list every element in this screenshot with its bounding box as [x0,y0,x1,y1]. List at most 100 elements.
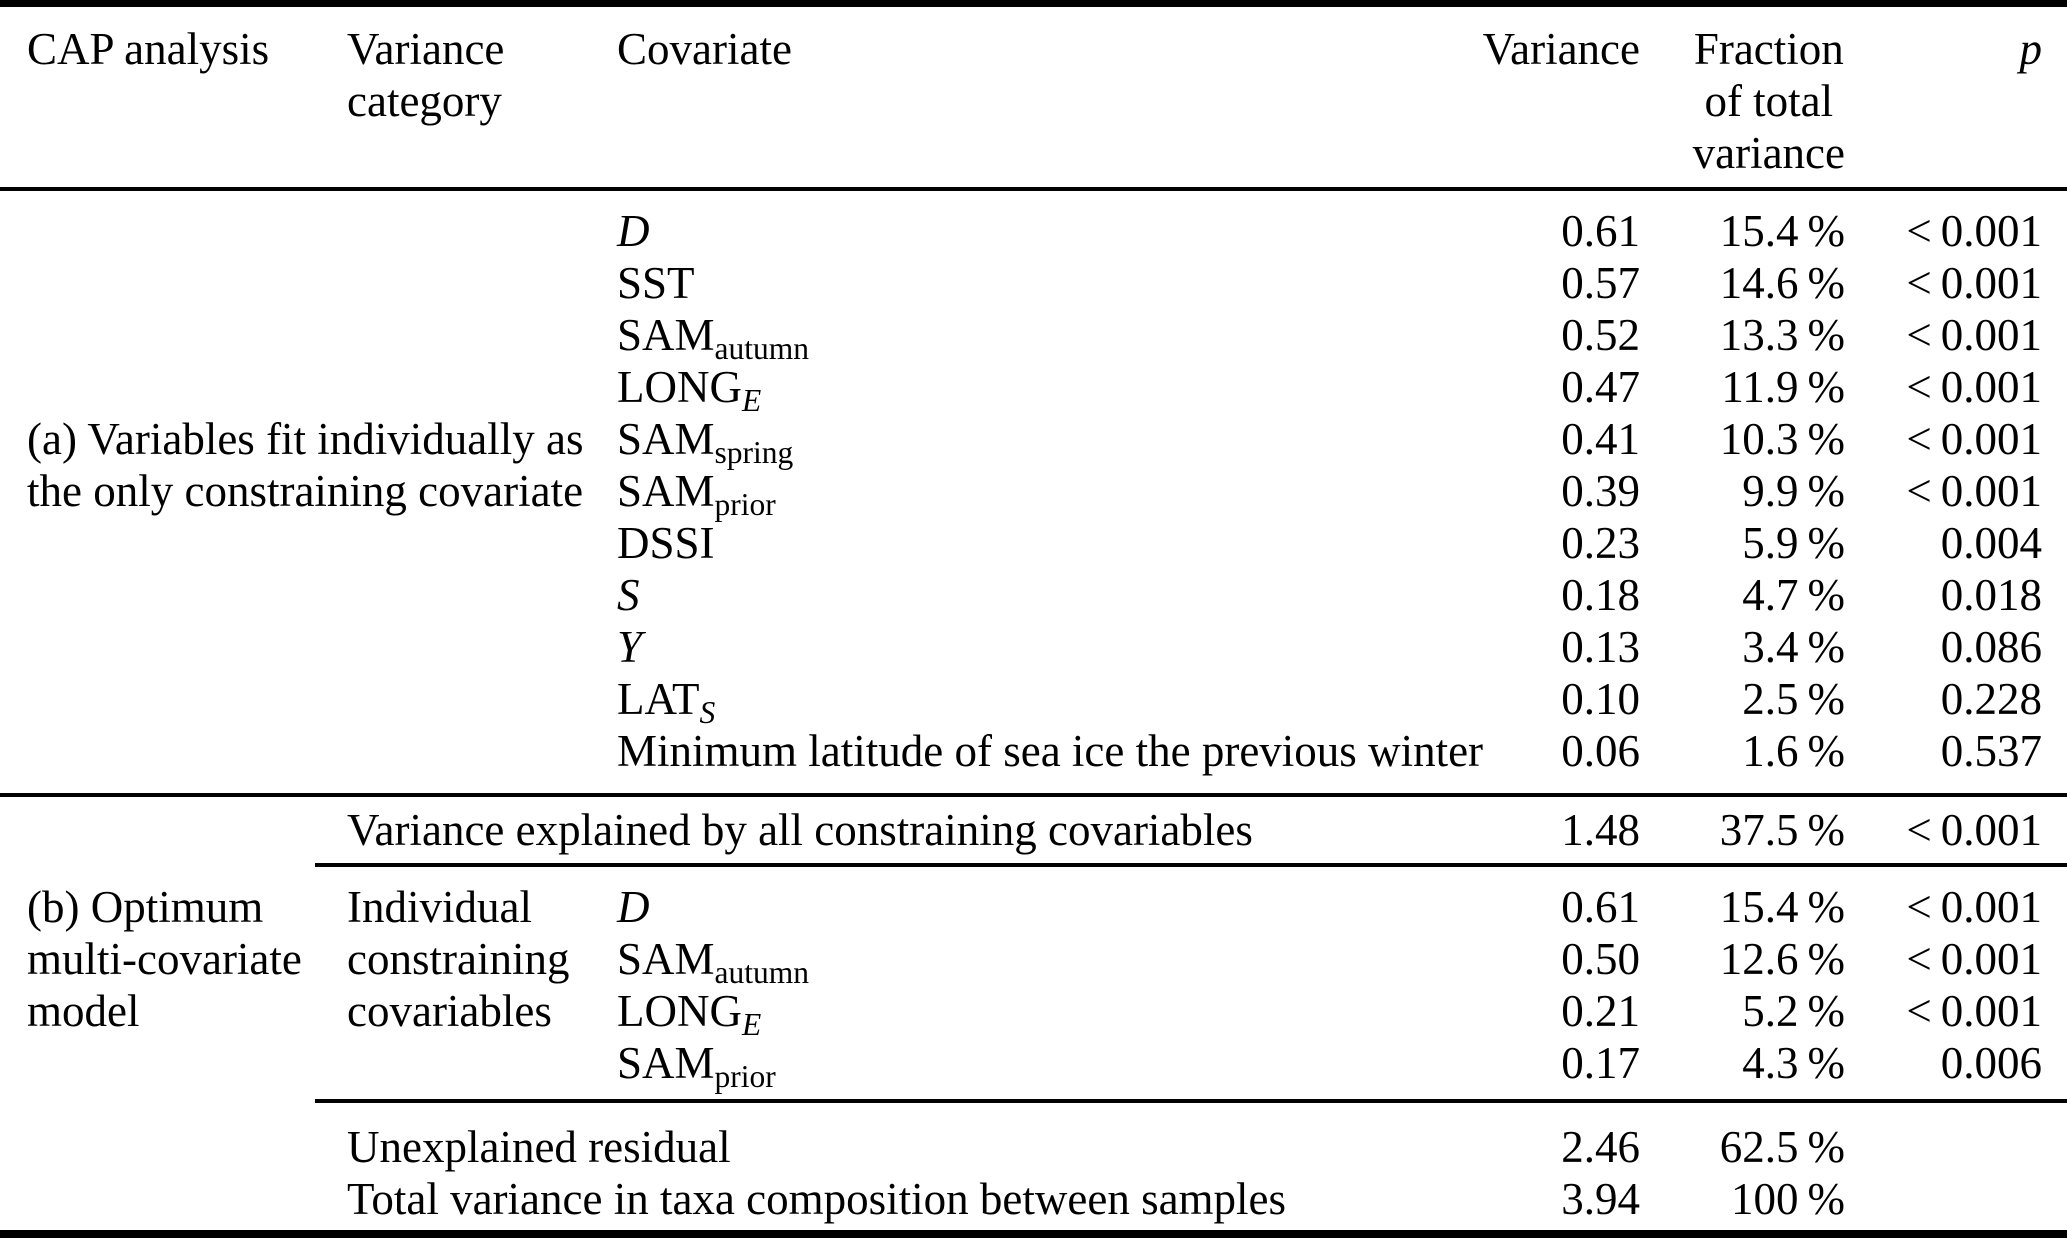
covariate-cell: S [617,569,1440,621]
covariate-subscript: spring [714,434,794,470]
table-top-rule [0,0,2067,7]
header-covariate: Covariate [617,24,792,74]
fraction-cell: 4.7 % [1742,570,1845,620]
variance-cell: 0.57 [1561,258,1640,308]
footer-rows: Unexplained residual 2.46 62.5 % Total vari… [0,1103,2067,1230]
fraction-cell: 2.5 % [1742,674,1845,724]
covariate-cell: LONGE [617,985,1440,1040]
p-value-cell: < 0.001 [1906,986,2042,1036]
footer-p-value-cell [1845,1173,2042,1225]
header-fraction-line3: variance [1692,128,1845,178]
covariate-text: Minimum latitude of sea ice the previous… [617,726,1484,776]
covariate-cell: Minimum latitude of sea ice the previous… [617,725,1483,777]
section-b-bottom-rule [315,1099,2067,1103]
header-variance-category-line2: category [347,76,502,126]
p-value-cell: 0.228 [1940,674,2042,724]
variance-cell: 0.10 [1561,674,1640,724]
covariate-subscript: S [699,694,716,730]
fraction-cell: 9.9 % [1742,466,1845,516]
section-b-label-line2: multi-covariate [27,934,302,984]
section-b-label-line1: (b) Optimum [27,882,264,932]
variance-cell: 0.18 [1561,570,1640,620]
covariate-cell: D [617,205,1440,257]
covariate-text: LONG [617,362,742,412]
section-b-label-cell: (b) Optimum multi-covariate model [27,881,347,1089]
covariate-text: S [617,570,640,620]
section-b-category-line2: constraining [347,934,570,984]
variance-cell: 0.52 [1561,310,1640,360]
summary-row: Variance explained by all constraining c… [0,797,2067,863]
header-variance-category-line1: Variance [347,24,505,74]
covariate-text: D [617,882,650,932]
covariate-text: LAT [617,674,700,724]
variance-cell: 0.41 [1561,414,1640,464]
p-value-cell: 0.006 [1940,1038,2042,1088]
section-a-label-line2: the only constraining covariate [27,466,584,516]
section-b-category-line3: covariables [347,986,552,1036]
variance-cell: 0.06 [1561,726,1640,776]
section-a-label: (a) Variables fit individually as the on… [27,413,584,517]
header-divider-rule [0,187,2067,191]
section-b-category-cell: Individual constraining covariables [347,881,617,1089]
summary-label: Variance explained by all constraining c… [347,805,1253,855]
summary-bottom-rule [315,863,2067,867]
variance-cell: 0.50 [1561,934,1640,984]
covariate-cell: DSSI [617,517,1440,569]
footer-p-value-cell [1845,1121,2042,1173]
covariate-cell: D [617,881,1440,933]
section-a-bottom-rule [0,793,2067,797]
variance-cell: 0.17 [1561,1038,1640,1088]
footer-fraction-cell: 62.5 % [1719,1122,1845,1172]
covariate-cell: SAMautumn [617,933,1440,988]
covariate-subscript: E [741,1006,762,1042]
covariate-cell: SAMprior [617,465,1440,520]
fraction-cell: 4.3 % [1742,1038,1845,1088]
header-variance: Variance [1482,24,1640,74]
fraction-cell: 10.3 % [1719,414,1845,464]
covariate-subscript: prior [714,486,776,522]
p-value-cell: 0.537 [1940,726,2042,776]
p-value-cell: < 0.001 [1906,934,2042,984]
covariate-cell: Y [617,621,1440,673]
p-value-cell: 0.018 [1940,570,2042,620]
fraction-cell: 15.4 % [1719,882,1845,932]
covariate-cell: LONGE [617,361,1440,416]
fraction-cell: 1.6 % [1742,726,1845,776]
footer-label: Unexplained residual [347,1122,731,1172]
fraction-cell: 13.3 % [1719,310,1845,360]
footer-variance-cell: 3.94 [1561,1174,1640,1224]
covariate-subscript: E [741,382,762,418]
summary-p-value-cell: < 0.001 [1906,805,2042,855]
covariate-text: SAM [617,466,715,516]
covariate-text: DSSI [617,518,715,568]
section-a-label-cell: (a) Variables fit individually as the on… [27,205,584,777]
covariate-text: SST [617,258,695,308]
section-b: (b) Optimum multi-covariate model Indivi… [0,867,2067,1099]
header-fraction: Fraction of total variance [1640,23,1845,179]
variance-cell: 0.21 [1561,986,1640,1036]
p-value-cell: < 0.001 [1906,206,2042,256]
covariate-cell: LATS [617,673,1440,728]
section-a: (a) Variables fit individually as the on… [0,191,2067,793]
covariate-text: SAM [617,934,715,984]
covariate-cell: SST [617,257,1440,309]
covariate-cell: SAMspring [617,413,1440,468]
fraction-cell: 12.6 % [1719,934,1845,984]
fraction-cell: 5.9 % [1742,518,1845,568]
header-cap-analysis: CAP analysis [27,24,270,74]
covariate-text: SAM [617,310,715,360]
header-fraction-line2: of total [1704,76,1834,126]
covariate-text: Y [617,622,643,672]
header-variance-category: Variance category [347,23,617,179]
summary-variance-cell: 1.48 [1561,805,1640,855]
header-p-value: p [2019,24,2043,74]
footer-fraction-cell: 100 % [1731,1174,1845,1224]
variance-cell: 0.13 [1561,622,1640,672]
header-fraction-line1: Fraction [1693,24,1844,74]
p-value-cell: 0.004 [1940,518,2042,568]
variance-cell: 0.61 [1561,206,1640,256]
covariate-cell: SAMprior [617,1037,1440,1092]
variance-cell: 0.23 [1561,518,1640,568]
fraction-cell: 3.4 % [1742,622,1845,672]
covariate-text: SAM [617,414,715,464]
